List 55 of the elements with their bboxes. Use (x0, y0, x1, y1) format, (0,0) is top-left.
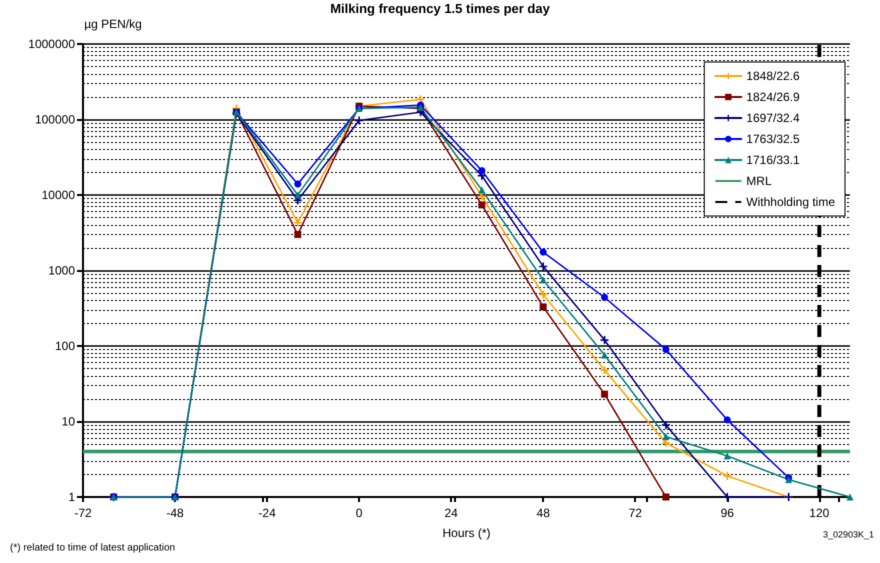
y-tick-label: 10 (62, 414, 76, 428)
x-tick-label: 48 (536, 506, 550, 520)
y-tick-label: 100 (54, 339, 76, 353)
chart-title: Milking frequency 1.5 times per day (330, 1, 551, 16)
y-axis-title: µg PEN/kg (84, 17, 142, 31)
point (601, 352, 608, 358)
point (540, 276, 547, 284)
point (662, 433, 670, 440)
point (540, 248, 547, 256)
point (601, 390, 608, 398)
point (600, 366, 609, 374)
point (294, 230, 302, 238)
point (662, 494, 670, 500)
y-tick-label: 1000000 (28, 37, 76, 51)
point (478, 167, 486, 174)
x-tick-label: 0 (356, 506, 363, 520)
point (601, 294, 608, 301)
point (723, 493, 732, 501)
point (294, 218, 302, 227)
legend-label: 1697/32.4 (746, 111, 800, 125)
point (724, 416, 731, 424)
point (539, 290, 548, 299)
ref-line-label: Withholding time (746, 195, 836, 209)
point (539, 262, 548, 270)
point (662, 420, 670, 429)
x-tick-label: -48 (166, 506, 184, 520)
x-tick-label: 24 (444, 506, 458, 520)
y-tick-label: 1 (68, 490, 76, 504)
x-tick-label: 96 (720, 506, 734, 520)
point (478, 201, 486, 208)
point (846, 494, 854, 500)
text: 3_02903K_1 (822, 530, 874, 540)
text: (*) related to time of latest application (10, 542, 176, 554)
point (724, 452, 731, 460)
point (600, 336, 609, 344)
point (294, 180, 302, 188)
legend-label: 1763/32.5 (746, 132, 800, 146)
legend-label: 1824/26.9 (746, 90, 800, 104)
y-tick-label: 100000 (34, 112, 76, 126)
x-tick-label: -72 (74, 506, 92, 520)
legend-label: 1716/33.1 (746, 153, 800, 167)
x-tick-label: -24 (258, 506, 276, 520)
y-tick-label: 10000 (42, 188, 76, 202)
point (294, 192, 302, 198)
x-tick-label: 120 (809, 506, 830, 520)
legend-label: 1848/22.6 (746, 69, 800, 83)
point (723, 472, 732, 480)
x-axis-title: Hours (*) (442, 526, 491, 540)
point (478, 186, 486, 194)
x-tick-label: 72 (628, 506, 642, 520)
point (662, 346, 670, 353)
legend-label: MRL (746, 174, 772, 188)
point (355, 116, 364, 124)
y-tick-label: 1000 (48, 264, 76, 278)
point (540, 303, 547, 310)
